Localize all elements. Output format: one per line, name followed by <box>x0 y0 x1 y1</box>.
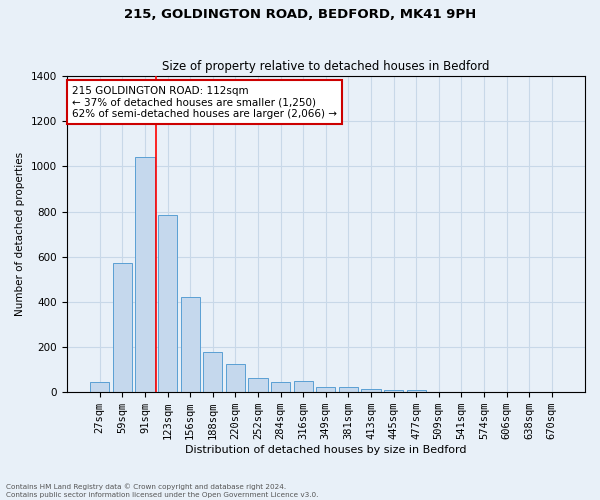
Bar <box>113 263 132 392</box>
X-axis label: Distribution of detached houses by size in Bedford: Distribution of detached houses by size … <box>185 445 467 455</box>
Text: 215, GOLDINGTON ROAD, BEDFORD, MK41 9PH: 215, GOLDINGTON ROAD, BEDFORD, MK41 9PH <box>124 8 476 20</box>
Bar <box>248 378 268 392</box>
Bar <box>384 390 403 392</box>
Text: 215 GOLDINGTON ROAD: 112sqm
← 37% of detached houses are smaller (1,250)
62% of : 215 GOLDINGTON ROAD: 112sqm ← 37% of det… <box>72 86 337 118</box>
Bar <box>226 364 245 392</box>
Bar <box>293 382 313 392</box>
Bar <box>181 298 200 392</box>
Bar <box>203 352 223 392</box>
Bar <box>407 390 426 392</box>
Bar <box>90 382 109 392</box>
Bar <box>271 382 290 392</box>
Y-axis label: Number of detached properties: Number of detached properties <box>15 152 25 316</box>
Title: Size of property relative to detached houses in Bedford: Size of property relative to detached ho… <box>162 60 490 74</box>
Bar <box>136 158 155 392</box>
Bar <box>339 388 358 392</box>
Text: Contains HM Land Registry data © Crown copyright and database right 2024.
Contai: Contains HM Land Registry data © Crown c… <box>6 484 319 498</box>
Bar <box>158 215 177 392</box>
Bar <box>316 386 335 392</box>
Bar <box>361 389 380 392</box>
